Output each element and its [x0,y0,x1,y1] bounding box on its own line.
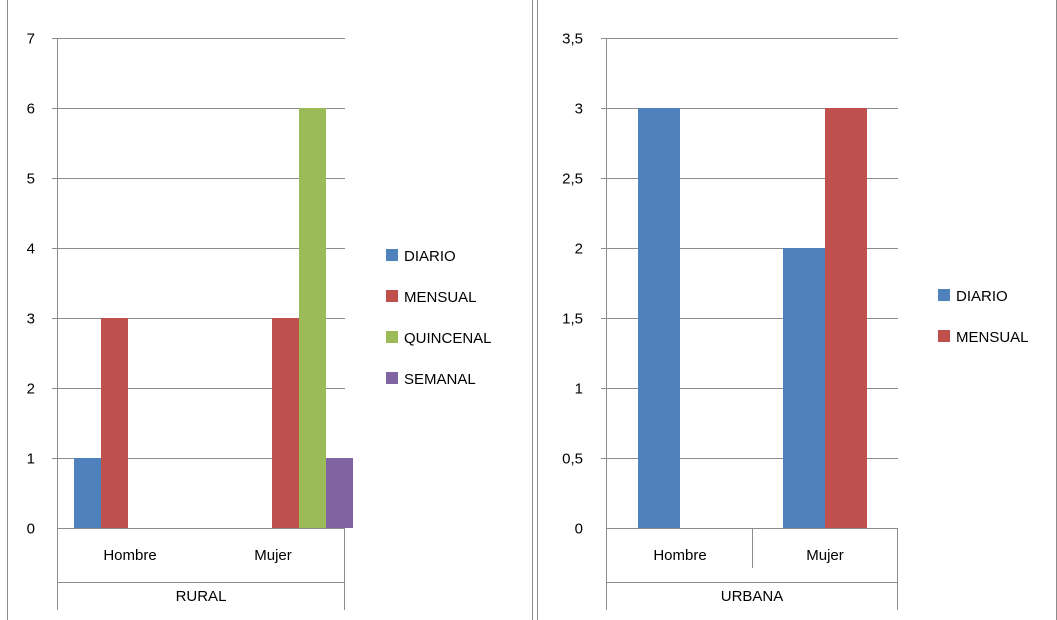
y-tick-label: 2,5 [562,171,583,188]
y-tick-label: 0 [27,521,35,538]
x-tick-label: Mujer [806,547,844,564]
legend-label-mensual: MENSUAL [404,289,477,306]
legend-swatch-diario [938,289,950,301]
y-tick-label: 0,5 [562,451,583,468]
x-tick-label: Hombre [653,547,706,564]
y-tick-label: 2 [27,381,35,398]
chart-urbana: 0 0,5 1 1,5 2 2,5 3 3,5 Hombre Mujer URBANA DIARIO M… [562,31,1029,610]
legend-label-diario: DIARIO [956,288,1008,305]
bar-diario-hombre [638,108,680,528]
y-tick-label: 7 [27,31,35,48]
chart-rural: 0 1 2 3 4 5 6 7 Hombre Mujer RURAL DIARIO MENSUAL QUI… [27,31,492,610]
legend-swatch-semanal [386,372,398,384]
bar-quincenal-mujer [299,108,326,528]
legend-label-diario: DIARIO [404,248,456,265]
legend-label-mensual: MENSUAL [956,329,1029,346]
bar-mensual-mujer [272,318,299,528]
legend-swatch-mensual [386,290,398,302]
legend-label-quincenal: QUINCENAL [404,330,492,347]
y-tick-label: 3 [27,311,35,328]
legend-swatch-quincenal [386,331,398,343]
legend-swatch-diario [386,249,398,261]
bar-diario-hombre [74,458,101,528]
y-tick-label: 4 [27,241,35,258]
y-tick-label: 6 [27,101,35,118]
y-tick-label: 2 [575,241,583,258]
bar-mensual-mujer [825,108,867,528]
x-tick-label: Hombre [103,547,156,564]
y-tick-label: 3,5 [562,31,583,48]
bar-semanal-mujer [326,458,353,528]
bar-diario-mujer [783,248,825,528]
y-tick-label: 1,5 [562,311,583,328]
group-label: URBANA [721,588,784,605]
legend-label-semanal: SEMANAL [404,371,476,388]
x-tick-label: Mujer [254,547,292,564]
y-tick-label: 0 [575,521,583,538]
legend-swatch-mensual [938,330,950,342]
y-tick-label: 3 [575,101,583,118]
y-tick-label: 1 [27,451,35,468]
group-label: RURAL [176,588,227,605]
y-tick-label: 1 [575,381,583,398]
bar-mensual-hombre [101,318,128,528]
y-tick-label: 5 [27,171,35,188]
